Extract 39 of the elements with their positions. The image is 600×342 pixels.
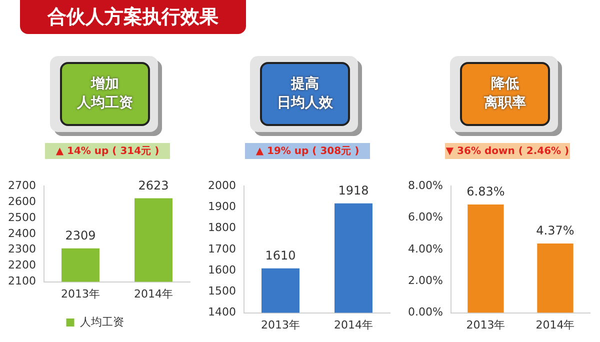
text: 合伙人方案执行效果 (20, 0, 246, 34)
y-tick-label: 2400 (8, 226, 36, 240)
x-tick-label: 2014年 (536, 318, 575, 332)
x-tick-label: 2013年 (466, 318, 506, 332)
x-tick-label: 2014年 (334, 318, 373, 332)
y-tick-label: 2600 (8, 194, 36, 208)
y-tick-label: 1800 (208, 221, 236, 234)
y-tick-label: 8.00% (408, 178, 443, 192)
data-label: 6.83% (466, 184, 505, 199)
chart-subtitle: ▲ 19% up ( 308元 ) (245, 143, 370, 159)
y-tick-label: 2700 (8, 178, 36, 192)
y-tick-label: 2100 (8, 274, 36, 288)
y-tick-label: 1700 (208, 242, 236, 256)
y-tick-label: 2300 (8, 242, 36, 256)
y-tick-label: 1600 (208, 263, 236, 276)
x-tick-label: 2013年 (260, 318, 300, 332)
x-tick-label: 2014年 (134, 287, 173, 300)
chart-subtitle: ▼ 36% down ( 2.46% ) (445, 143, 570, 159)
y-tick-label: 0.00% (408, 306, 443, 319)
chart-subtitle: ▲ 14% up ( 314元 ) (45, 143, 170, 159)
chart-title: 降低离职率 (460, 62, 550, 126)
data-label: 1918 (338, 183, 369, 198)
x-tick-label: 2013年 (60, 287, 100, 300)
chart-title: 增加人均工资 (60, 62, 150, 126)
y-tick-label: 4.00% (408, 242, 443, 256)
y-tick-label: 2200 (8, 258, 36, 272)
data-label: 2623 (138, 178, 169, 192)
data-label: 1610 (265, 248, 296, 263)
y-tick-label: 1900 (208, 200, 236, 213)
legend-label: 人均工资 (80, 315, 124, 328)
chart-title: 提高日均人效 (260, 62, 350, 126)
y-tick-label: 6.00% (408, 210, 443, 224)
y-tick-label: 1500 (208, 284, 236, 298)
y-tick-label: 2000 (208, 178, 236, 192)
data-label: 2309 (65, 228, 96, 243)
data-label: 4.37% (536, 224, 574, 238)
y-tick-label: 2500 (8, 210, 36, 224)
y-tick-label: 2.00% (408, 274, 443, 287)
y-tick-label: 1400 (208, 306, 236, 319)
